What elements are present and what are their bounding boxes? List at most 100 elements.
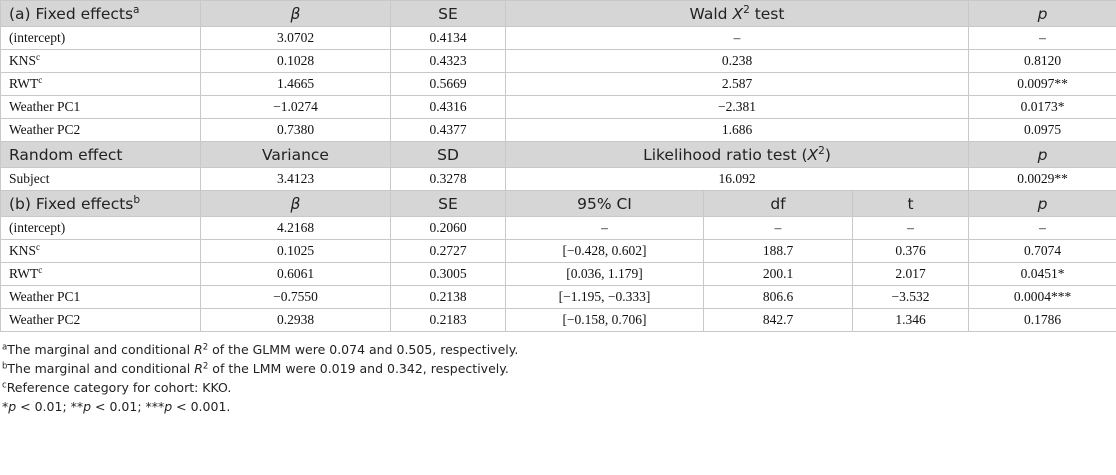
table-cell: 0.0029**: [968, 167, 1116, 191]
header-cell: (b) Fixed effects: [9, 194, 134, 213]
header-cell: SE: [438, 194, 458, 213]
header-cell: Variance: [262, 145, 329, 164]
table-cell: 0.0451*: [968, 262, 1116, 286]
table-cell: −2.381: [505, 95, 969, 119]
table-cell: 0.2727: [429, 243, 467, 258]
superscript: b: [2, 361, 8, 372]
table-cell: 200.1: [703, 262, 853, 286]
table-cell: 806.6: [762, 289, 794, 304]
header-cell: Likelihood ratio test (X2): [505, 141, 969, 168]
table-cell: 0.8120: [1023, 53, 1062, 68]
table-cell: 842.7: [762, 312, 794, 327]
table-cell: 1.686: [721, 122, 753, 137]
header-cell: SE: [438, 4, 458, 23]
header-cell: β: [200, 190, 391, 217]
table-cell: 0.4316: [429, 99, 467, 114]
table-cell: 0.238: [505, 49, 969, 73]
header-cell: 95% CI: [505, 190, 704, 217]
table-cell: 0.0004***: [968, 285, 1116, 309]
header-cell: SD: [390, 141, 506, 168]
table-cell: 0.1025: [276, 243, 315, 258]
data-row: Weather PC2 0.7380 0.4377 1.686 0.0975: [0, 118, 1116, 142]
header-cell: (b) Fixed effectsb: [0, 190, 201, 217]
table-cell: 0.7380: [200, 118, 391, 142]
header-cell: t: [907, 194, 914, 213]
table-cell: RWTc: [0, 72, 201, 96]
table-cell: –: [505, 26, 969, 50]
footnote-text: of the GLMM were 0.074 and 0.505, respec…: [208, 342, 519, 357]
header-cell: p: [968, 190, 1116, 217]
table-cell: –: [968, 216, 1116, 240]
superscript: c: [36, 241, 41, 252]
footnote: aThe marginal and conditional R2 of the …: [0, 340, 1116, 359]
data-row: (intercept) 4.2168 0.2060 – – – –: [0, 216, 1116, 240]
data-row: RWTc 1.4665 0.5669 2.587 0.0097**: [0, 72, 1116, 96]
table-cell: (intercept): [9, 30, 66, 45]
table-cell: 0.3005: [429, 266, 467, 281]
table-cell: 0.4323: [390, 49, 506, 73]
table-cell: KNSc: [0, 239, 201, 263]
table-cell: 1.4665: [276, 76, 315, 91]
table-cell: 1.346: [852, 308, 969, 332]
italic-text: p: [1037, 145, 1048, 164]
header-cell: test: [749, 4, 785, 23]
table-cell: –: [601, 220, 608, 235]
table-cell: 0.3278: [390, 167, 506, 191]
table-cell: –: [907, 220, 914, 235]
italic-text: p: [1037, 194, 1048, 213]
table-cell: 2.017: [895, 266, 926, 281]
table-cell: 0.2183: [429, 312, 467, 327]
header-cell: p: [968, 0, 1116, 27]
table-cell: 0.1028: [200, 49, 391, 73]
table-cell: RWT: [9, 76, 39, 91]
table-cell: 2.587: [721, 76, 753, 91]
table-cell: 3.0702: [276, 30, 315, 45]
data-row: RWTc 0.6061 0.3005 [0.036, 1.179] 200.1 2.017…: [0, 262, 1116, 286]
italic-text: p: [164, 399, 173, 414]
table-cell: [−0.158, 0.706]: [562, 312, 647, 327]
footnote: bThe marginal and conditional R2 of the …: [0, 359, 1116, 378]
italic-text: p: [1037, 4, 1048, 23]
data-row: Subject 3.4123 0.3278 16.092 0.0029**: [0, 167, 1116, 191]
header-row: Random effect Variance SD Likelihood ratio …: [0, 141, 1116, 168]
results-table: (a) Fixed effectsa β SE Wald X2 test p (inter…: [0, 0, 1116, 332]
table-cell: RWTc: [0, 262, 201, 286]
table-cell: 0.4377: [429, 122, 467, 137]
table-cell: 0.2060: [429, 220, 467, 235]
table-cell: (intercept): [9, 220, 66, 235]
table-cell: −1.0274: [273, 99, 318, 114]
table-cell: −3.532: [891, 289, 930, 304]
data-row: Weather PC1 −1.0274 0.4316 −2.381 0.0173*: [0, 95, 1116, 119]
header-cell: SE: [390, 190, 506, 217]
table-cell: Weather PC2: [9, 122, 81, 137]
table-cell: 0.8120: [968, 49, 1116, 73]
table-cell: 4.2168: [276, 220, 315, 235]
header-cell: Random effect: [9, 145, 123, 164]
table-cell: 842.7: [703, 308, 853, 332]
table-cell: KNS: [9, 53, 37, 68]
table-cell: 4.2168: [200, 216, 391, 240]
table-cell: −2.381: [718, 99, 756, 114]
italic-text: X: [807, 145, 819, 164]
table-cell: 0.376: [852, 239, 969, 263]
table-cell: 3.0702: [200, 26, 391, 50]
table-cell: 0.2938: [200, 308, 391, 332]
italic-text: p: [8, 399, 17, 414]
table-cell: 188.7: [762, 243, 794, 258]
table-cell: −1.0274: [200, 95, 391, 119]
footnotes: aThe marginal and conditional R2 of the …: [0, 332, 1116, 416]
table-cell: 0.6061: [200, 262, 391, 286]
table-cell: 0.2138: [390, 285, 506, 309]
superscript: b: [133, 193, 141, 206]
footnote: *p < 0.01; **p < 0.01; ***p < 0.001.: [0, 397, 1116, 416]
table-cell: [−1.195, −0.333]: [505, 285, 704, 309]
superscript: c: [36, 51, 41, 62]
table-cell: 0.4134: [429, 30, 467, 45]
table-cell: 200.1: [762, 266, 794, 281]
table-cell: 0.7074: [1023, 243, 1062, 258]
data-row: (intercept) 3.0702 0.4134 – –: [0, 26, 1116, 50]
italic-text: β: [290, 4, 301, 23]
table-cell: 0.5669: [429, 76, 467, 91]
table-cell: 0.2138: [429, 289, 467, 304]
data-row: KNSc 0.1025 0.2727 [−0.428, 0.602] 188.7 0.37…: [0, 239, 1116, 263]
